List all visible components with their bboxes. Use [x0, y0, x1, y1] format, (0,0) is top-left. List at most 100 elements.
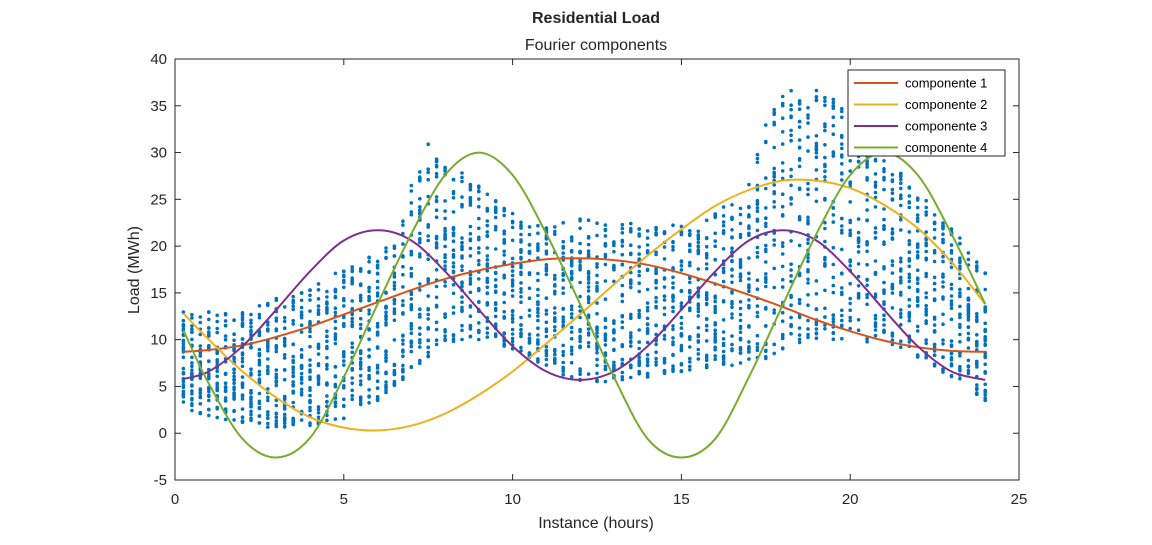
- scatter-point: [645, 340, 650, 345]
- scatter-point: [291, 370, 296, 375]
- scatter-point: [831, 97, 836, 102]
- scatter-point: [595, 221, 599, 225]
- scatter-point: [637, 315, 641, 320]
- scatter-point: [392, 318, 397, 323]
- scatter-point: [823, 95, 827, 100]
- scatter-point: [873, 292, 878, 297]
- scatter-point: [249, 325, 253, 329]
- scatter-point: [282, 315, 287, 320]
- scatter-point: [671, 248, 675, 252]
- scatter-point: [418, 307, 422, 312]
- scatter-point: [519, 265, 523, 270]
- scatter-point: [941, 272, 945, 277]
- scatter-point: [586, 333, 591, 337]
- scatter-point: [536, 318, 540, 323]
- scatter-point: [730, 228, 734, 232]
- scatter-point: [772, 285, 776, 290]
- scatter-point: [983, 388, 987, 393]
- scatter-point: [367, 285, 371, 290]
- scatter-point: [392, 246, 397, 250]
- scatter-point: [198, 411, 203, 415]
- scatter-point: [367, 395, 371, 399]
- scatter-point: [274, 316, 279, 321]
- scatter-point: [586, 300, 591, 305]
- scatter-point: [485, 301, 490, 305]
- scatter-point: [434, 175, 439, 179]
- scatter-point: [704, 262, 709, 266]
- scatter-point: [738, 300, 743, 304]
- scatter-point: [789, 107, 793, 112]
- scatter-point: [890, 331, 895, 336]
- scatter-point: [215, 415, 219, 420]
- scatter-point: [367, 365, 371, 370]
- scatter-point: [325, 289, 329, 294]
- scatter-point: [418, 205, 422, 209]
- scatter-point: [730, 302, 734, 306]
- scatter-point: [502, 310, 507, 314]
- scatter-point: [840, 172, 844, 176]
- scatter-point: [831, 213, 836, 217]
- scatter-point: [629, 331, 633, 335]
- scatter-point: [713, 244, 717, 248]
- scatter-point: [333, 271, 338, 276]
- scatter-point: [392, 362, 397, 367]
- scatter-point: [477, 184, 481, 188]
- scatter-point: [316, 407, 321, 412]
- scatter-point: [629, 285, 633, 290]
- scatter-point: [899, 308, 903, 312]
- scatter-point: [764, 280, 768, 284]
- scatter-point: [190, 337, 194, 342]
- scatter-point: [966, 297, 971, 301]
- scatter-point: [257, 401, 262, 406]
- scatter-point: [510, 313, 515, 318]
- scatter-point: [460, 171, 464, 175]
- scatter-point: [468, 201, 473, 205]
- scatter-point: [814, 147, 819, 152]
- scatter-point: [747, 324, 751, 328]
- scatter-point: [325, 334, 329, 339]
- scatter-point: [873, 317, 878, 321]
- scatter-point: [848, 200, 852, 204]
- scatter-point: [384, 353, 388, 357]
- legend-box: [847, 69, 1006, 157]
- scatter-point: [966, 358, 971, 363]
- scatter-point: [519, 315, 523, 320]
- scatter-point: [840, 323, 844, 328]
- scatter-point: [401, 342, 405, 346]
- scatter-point: [780, 244, 785, 249]
- scatter-point: [848, 281, 852, 286]
- scatter-point: [308, 393, 312, 398]
- scatter-point: [806, 121, 810, 125]
- scatter-point: [443, 169, 447, 173]
- scatter-point: [325, 295, 329, 299]
- scatter-point: [282, 412, 287, 417]
- scatter-point: [510, 320, 515, 324]
- scatter-point: [215, 374, 219, 379]
- scatter-point: [958, 322, 962, 327]
- scatter-point: [553, 352, 557, 357]
- scatter-point: [510, 211, 515, 216]
- scatter-point: [983, 396, 987, 400]
- scatter-point: [840, 308, 844, 313]
- scatter-point: [316, 304, 321, 308]
- scatter-point: [510, 225, 515, 230]
- scatter-point: [772, 311, 776, 315]
- scatter-point: [924, 355, 928, 360]
- scatter-point: [848, 228, 852, 233]
- scatter-point: [384, 380, 388, 384]
- scatter-point: [561, 369, 565, 374]
- scatter-point: [342, 324, 346, 329]
- scatter-point: [367, 337, 371, 342]
- scatter-point: [975, 387, 979, 392]
- scatter-point: [915, 213, 920, 217]
- scatter-point: [890, 306, 895, 310]
- scatter-point: [738, 264, 743, 269]
- scatter-point: [409, 349, 414, 354]
- scatter-point: [282, 368, 287, 372]
- scatter-point: [932, 259, 937, 264]
- scatter-point: [890, 172, 895, 177]
- scatter-point: [907, 239, 912, 243]
- scatter-point: [747, 305, 751, 310]
- scatter-point: [426, 142, 431, 146]
- scatter-point: [460, 195, 464, 199]
